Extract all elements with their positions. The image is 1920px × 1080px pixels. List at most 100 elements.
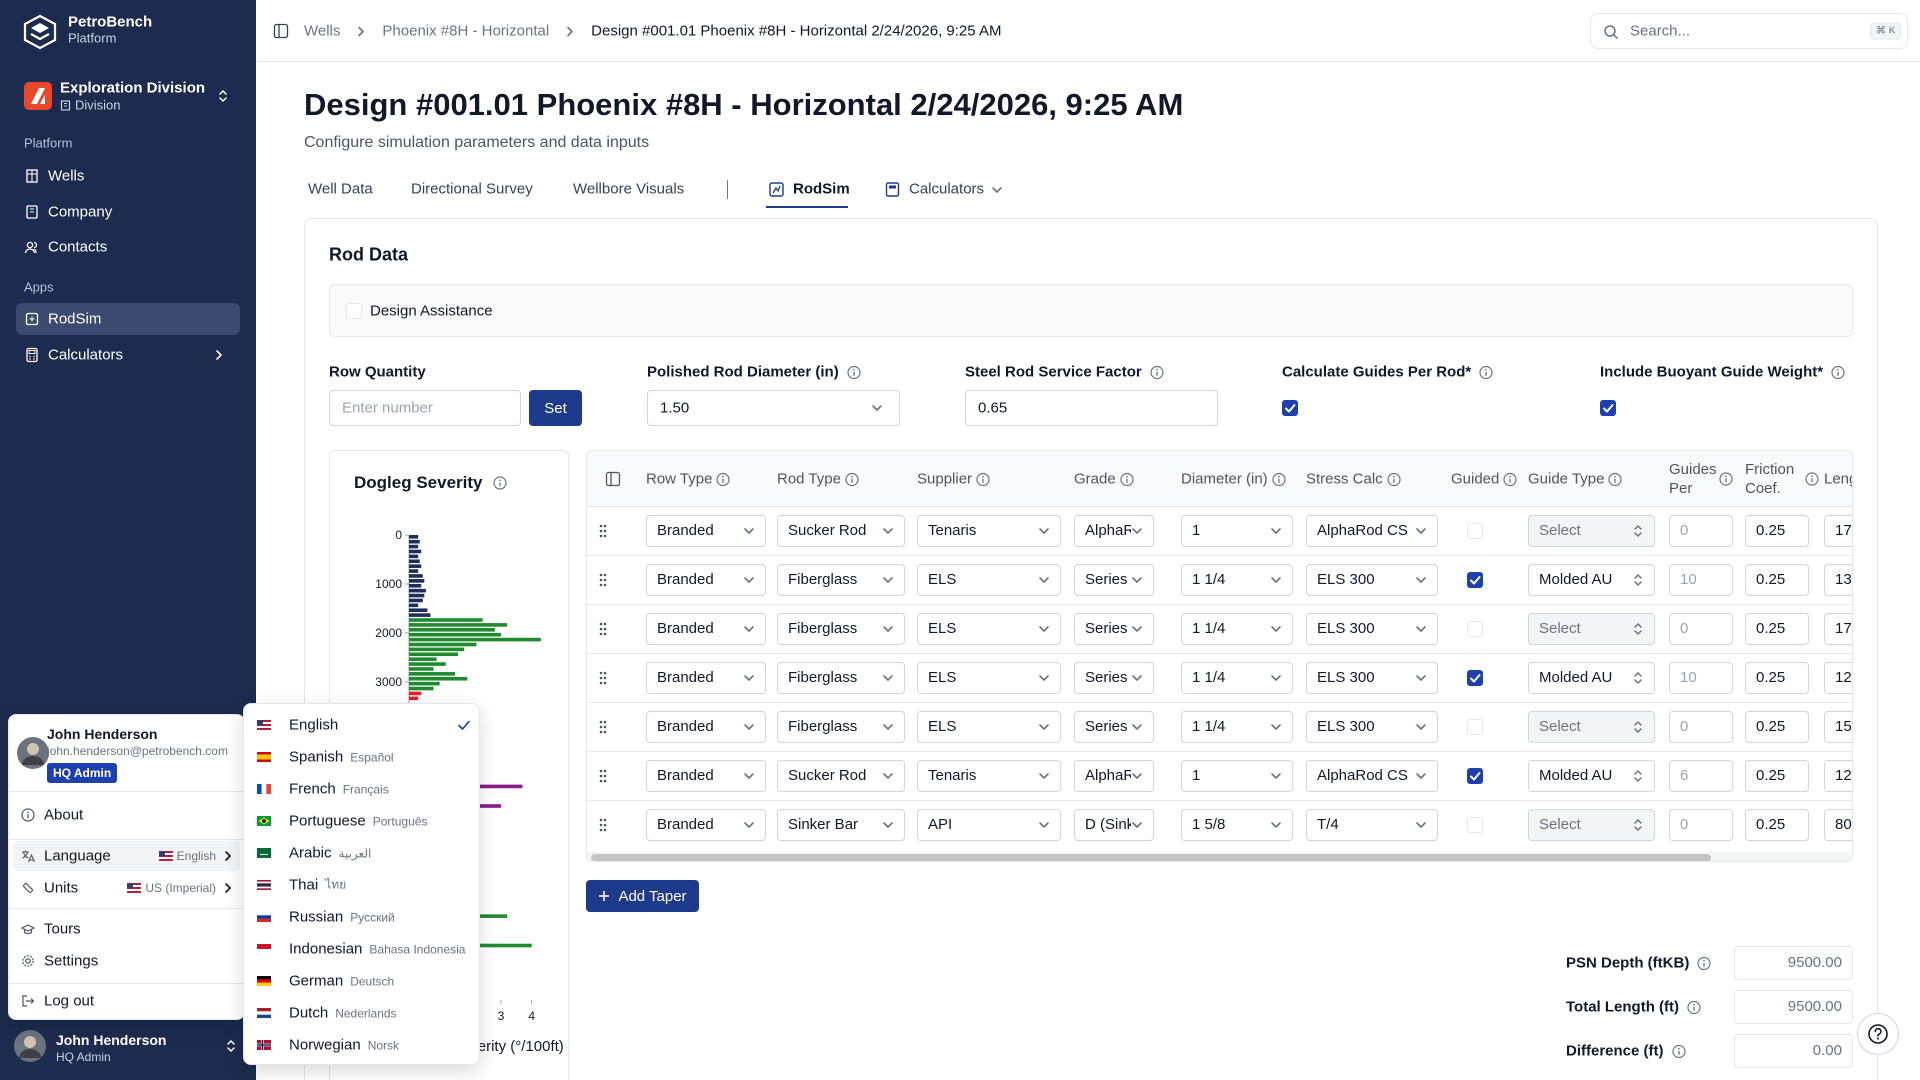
menu-item[interactable]: Log out	[13, 986, 240, 1016]
select[interactable]: ELS 300	[1306, 711, 1438, 743]
select[interactable]: 1 1/4	[1181, 564, 1293, 596]
select[interactable]: Select	[1528, 809, 1655, 841]
select[interactable]: Fiberglass	[777, 662, 905, 694]
select[interactable]: Fiberglass	[777, 613, 905, 645]
checkbox[interactable]	[1467, 572, 1483, 588]
language-option[interactable]: Arabic العربية	[248, 838, 475, 868]
text-input[interactable]: 0.65	[965, 390, 1218, 426]
select[interactable]: 1 1/4	[1181, 711, 1293, 743]
tab[interactable]: Calculators	[909, 180, 985, 198]
nav-item[interactable]: Wells	[16, 160, 240, 192]
checkbox[interactable]	[1467, 670, 1483, 686]
select[interactable]: AlphaRod	[1074, 760, 1154, 792]
select[interactable]: Molded AU	[1528, 662, 1655, 694]
language-option[interactable]: Dutch Nederlands	[248, 998, 475, 1028]
checkbox[interactable]	[1467, 621, 1483, 637]
breadcrumb-item[interactable]: Wells	[304, 22, 341, 40]
text-input[interactable]: 0.25	[1745, 662, 1809, 694]
text-input[interactable]: 0	[1669, 515, 1733, 547]
select[interactable]: Molded AU	[1528, 564, 1655, 596]
text-input[interactable]: 1200	[1824, 760, 1852, 792]
select[interactable]: 1	[1181, 760, 1293, 792]
language-option[interactable]: French Français	[248, 774, 475, 804]
select[interactable]: D (Sinker Bar)	[1074, 809, 1154, 841]
select[interactable]: Branded	[646, 760, 766, 792]
select[interactable]: 1 5/8	[1181, 809, 1293, 841]
search-box[interactable]: Search... ⌘ K	[1590, 13, 1908, 49]
nav-item[interactable]: Contacts	[16, 231, 240, 263]
select[interactable]: ELS 300	[1306, 564, 1438, 596]
menu-item[interactable]: Settings	[13, 946, 240, 976]
select[interactable]: Sucker Rod	[777, 760, 905, 792]
text-input[interactable]: 10	[1669, 564, 1733, 596]
org-switcher[interactable]: Exploration Division Division	[16, 76, 240, 116]
nav-item[interactable]: Calculators	[16, 339, 240, 371]
select[interactable]: Branded	[646, 809, 766, 841]
nav-item[interactable]: Company	[16, 196, 240, 228]
select[interactable]: Select	[1528, 613, 1655, 645]
language-option[interactable]: English	[248, 710, 475, 740]
text-input[interactable]: 0.25	[1745, 515, 1809, 547]
select[interactable]: Sucker Rod	[777, 515, 905, 547]
select[interactable]: 1 1/4	[1181, 662, 1293, 694]
tab[interactable]: Directional Survey	[411, 180, 533, 198]
tab[interactable]: Well Data	[308, 180, 373, 198]
select[interactable]: ELS 300	[1306, 662, 1438, 694]
text-input[interactable]: 0.25	[1745, 711, 1809, 743]
select[interactable]: 1	[1181, 515, 1293, 547]
text-input[interactable]: 1250	[1824, 662, 1852, 694]
text-input[interactable]: 0.25	[1745, 809, 1809, 841]
language-option[interactable]: German Deutsch	[248, 966, 475, 996]
select[interactable]: Series 300	[1074, 711, 1154, 743]
language-option[interactable]: Indonesian Bahasa Indonesia	[248, 934, 475, 964]
checkbox[interactable]	[1467, 523, 1483, 539]
select[interactable]: AlphaRod	[1074, 515, 1154, 547]
select[interactable]: Tenaris	[917, 760, 1061, 792]
select[interactable]: ELS 300	[1306, 613, 1438, 645]
text-input[interactable]: 0.25	[1745, 760, 1809, 792]
checkbox[interactable]	[346, 303, 362, 319]
text-input[interactable]: 0	[1669, 613, 1733, 645]
language-option[interactable]: Spanish Español	[248, 742, 475, 772]
breadcrumb-item[interactable]: Phoenix #8H - Horizontal	[382, 22, 550, 40]
text-input[interactable]: 0	[1669, 711, 1733, 743]
scrollbar-thumb[interactable]	[591, 854, 1711, 861]
select[interactable]: T/4	[1306, 809, 1438, 841]
select[interactable]: 1.50	[647, 390, 900, 426]
nav-item[interactable]: RodSim	[16, 303, 240, 335]
select[interactable]: AlphaRod CS	[1306, 760, 1438, 792]
menu-item[interactable]: Tours	[13, 914, 240, 944]
text-input[interactable]: 0.25	[1745, 564, 1809, 596]
checkbox[interactable]	[1282, 400, 1298, 416]
sidebar-user[interactable]: John Henderson HQ Admin	[8, 1026, 248, 1066]
select[interactable]: ELS	[917, 564, 1061, 596]
language-option[interactable]: Thai ไทย	[248, 870, 475, 900]
language-option[interactable]: Norwegian Norsk	[248, 1030, 475, 1060]
set-button[interactable]: Set	[529, 390, 582, 426]
select[interactable]: ELS	[917, 711, 1061, 743]
tab[interactable]: Wellbore Visuals	[573, 180, 685, 198]
select[interactable]: Branded	[646, 711, 766, 743]
select[interactable]: Fiberglass	[777, 711, 905, 743]
language-option[interactable]: Russian Русский	[248, 902, 475, 932]
text-input[interactable]: 1700	[1824, 515, 1852, 547]
select[interactable]: Sinker Bar	[777, 809, 905, 841]
select[interactable]: Select	[1528, 515, 1655, 547]
text-input[interactable]: 800	[1824, 809, 1852, 841]
select[interactable]: Series 300	[1074, 564, 1154, 596]
text-input[interactable]: 1350	[1824, 564, 1852, 596]
select[interactable]: Molded AU	[1528, 760, 1655, 792]
checkbox[interactable]	[1467, 768, 1483, 784]
text-input[interactable]: 0.25	[1745, 613, 1809, 645]
text-input[interactable]: 6	[1669, 760, 1733, 792]
select[interactable]: Branded	[646, 662, 766, 694]
select[interactable]: Tenaris	[917, 515, 1061, 547]
language-option[interactable]: Portuguese Português	[248, 806, 475, 836]
checkbox[interactable]	[1467, 817, 1483, 833]
text-input[interactable]: 1700	[1824, 613, 1852, 645]
select[interactable]: Branded	[646, 564, 766, 596]
select[interactable]: Series 300	[1074, 613, 1154, 645]
menu-item[interactable]: Units US (Imperial)	[13, 873, 240, 903]
select[interactable]: Select	[1528, 711, 1655, 743]
select[interactable]: 1 1/4	[1181, 613, 1293, 645]
